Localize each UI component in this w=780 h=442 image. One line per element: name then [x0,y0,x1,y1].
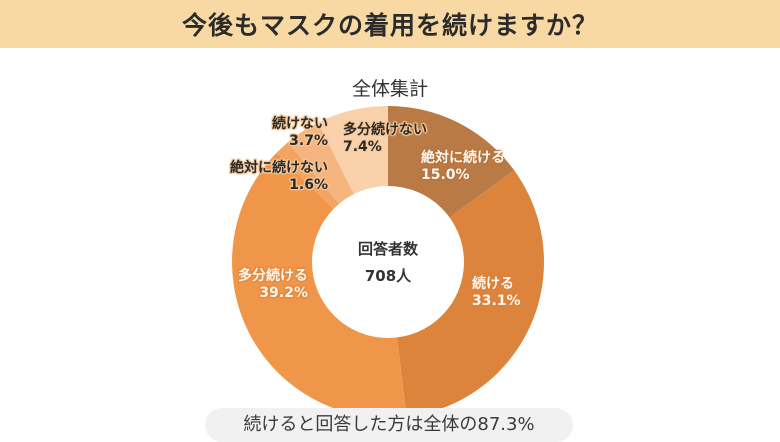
label-value: 33.1% [472,293,521,309]
label-name: 続けない [272,116,328,132]
label-name: 絶対に続けない [230,160,328,176]
label-tsuzukeru: 続ける 33.1% [472,276,521,310]
label-value: 15.0% [421,167,470,183]
center-label: 回答者数 708人 [313,236,463,290]
label-name: 続ける [472,276,514,292]
slice-tsuzukeru [388,170,545,417]
chart-title: 今後もマスクの着用を続けますか？ [181,11,598,40]
summary-badge: 続けると回答した方は全体の87.3% [205,408,573,442]
respondents-count: 708人 [364,267,412,285]
label-value: 39.2% [259,285,308,301]
label-name: 多分続ける [238,268,308,284]
label-value: 3.7% [289,133,328,149]
label-tabun-tsuzukenai: 多分続けない 7.4% [343,122,427,156]
respondents-label: 回答者数 [357,240,418,258]
title-banner: 今後もマスクの着用を続けますか？ [0,0,780,48]
chart-subtitle: 全体集計 [351,78,428,100]
label-tabun-tsuzukeru: 多分続ける 39.2% [228,268,308,302]
label-value: 7.4% [343,139,382,155]
label-tsuzukenai: 続けない 3.7% [254,116,328,150]
label-zettai-tsuzukenai: 絶対に続けない 1.6% [214,160,328,194]
label-name: 多分続けない [343,122,427,138]
label-zettai-tsuzukeru: 絶対に続ける 15.0% [421,150,505,184]
label-name: 絶対に続ける [421,150,505,166]
label-value: 1.6% [289,177,328,193]
donut-hole [312,186,464,338]
